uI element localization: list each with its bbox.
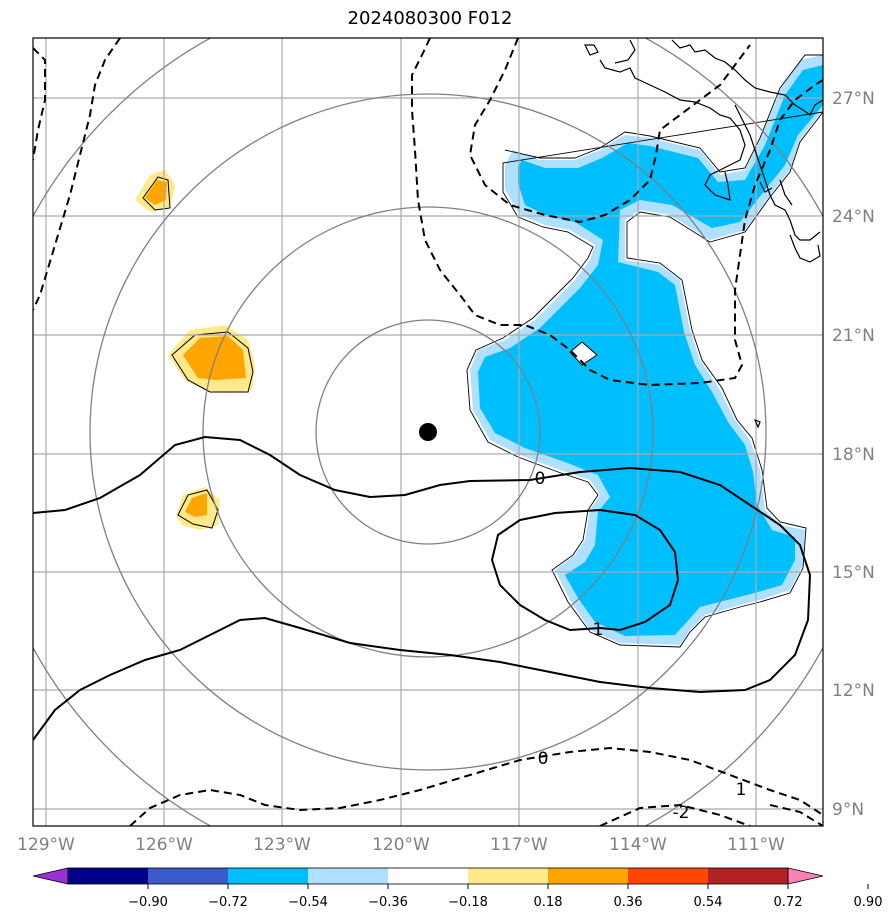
colorbar-tick-label: −0.72 xyxy=(208,895,248,910)
positive-anomaly-region-3 xyxy=(176,487,220,530)
dashed-contours xyxy=(33,38,823,826)
colorbar-tick-label: 0.18 xyxy=(534,895,563,910)
colorbar-segment xyxy=(628,868,709,884)
negative-anomaly-region xyxy=(470,55,823,645)
lat-label: 15°N xyxy=(832,563,875,583)
latitude-labels: 27°N 24°N 21°N 18°N 15°N 12°N 9°N xyxy=(832,89,875,820)
solid-contours xyxy=(33,435,812,741)
colorbar-segment xyxy=(68,868,149,884)
longitude-labels: 129°W 126°W 123°W 120°W 117°W 114°W 111°… xyxy=(17,835,785,855)
lon-label: 117°W xyxy=(490,835,548,855)
colorbar-tick-label: −0.18 xyxy=(448,895,488,910)
range-rings xyxy=(33,38,823,826)
colorbar-segment xyxy=(468,868,549,884)
negative-region-outline xyxy=(466,54,823,648)
colorbar-tick-label: 0.54 xyxy=(694,895,723,910)
colorbar-tick-label: 0.72 xyxy=(774,895,803,910)
colorbar: −0.90 −0.72 −0.54 −0.36 −0.18 0.18 0.36 0.54 0.7… xyxy=(32,867,883,910)
colorbar-tick-label: 0.90 xyxy=(854,895,883,910)
contour-label-neg2: -2 xyxy=(673,803,690,823)
colorbar-segment xyxy=(148,868,229,884)
colorbar-segment xyxy=(308,868,389,884)
contour-labels: 0 1 0 1 -2 xyxy=(535,469,747,823)
lat-label: 12°N xyxy=(832,681,875,701)
contour-label-0-upper: 0 xyxy=(535,469,546,489)
lat-label: 24°N xyxy=(832,207,875,227)
positive-anomaly-region-1 xyxy=(135,170,175,212)
colorbar-segment xyxy=(228,868,309,884)
contour-label-0-lower: 0 xyxy=(538,749,549,769)
lat-label: 9°N xyxy=(832,800,864,820)
colorbar-segment xyxy=(708,868,789,884)
storm-center-marker xyxy=(419,423,437,441)
coastline xyxy=(584,39,823,429)
colorbar-tick-label: −0.54 xyxy=(288,895,328,910)
map-area: 0 1 0 1 -2 xyxy=(33,38,823,826)
colorbar-tick-label: −0.36 xyxy=(368,895,408,910)
colorbar-tick-label: 0.36 xyxy=(614,895,643,910)
colorbar-segment xyxy=(548,868,629,884)
positive-anomaly-region-2 xyxy=(168,325,255,393)
map-frame xyxy=(32,37,824,827)
lon-label: 129°W xyxy=(17,835,75,855)
lat-label: 18°N xyxy=(832,445,875,465)
colorbar-tick-label: −0.90 xyxy=(128,895,168,910)
gridlines xyxy=(33,38,823,826)
map-title: 2024080300 F012 xyxy=(347,8,513,29)
contour-label-1-south: 1 xyxy=(736,780,747,800)
colorbar-segment xyxy=(388,868,469,884)
lon-label: 111°W xyxy=(727,835,785,855)
lat-label: 21°N xyxy=(832,326,875,346)
colorbar-extend-high xyxy=(787,867,824,885)
lon-label: 120°W xyxy=(372,835,430,855)
lon-label: 123°W xyxy=(253,835,311,855)
lon-label: 114°W xyxy=(609,835,667,855)
contour-label-1-lower: 1 xyxy=(593,620,604,640)
colorbar-extend-low xyxy=(32,867,69,885)
colorbar-frame xyxy=(67,867,789,885)
lon-label: 126°W xyxy=(135,835,193,855)
lat-label: 27°N xyxy=(832,89,875,109)
